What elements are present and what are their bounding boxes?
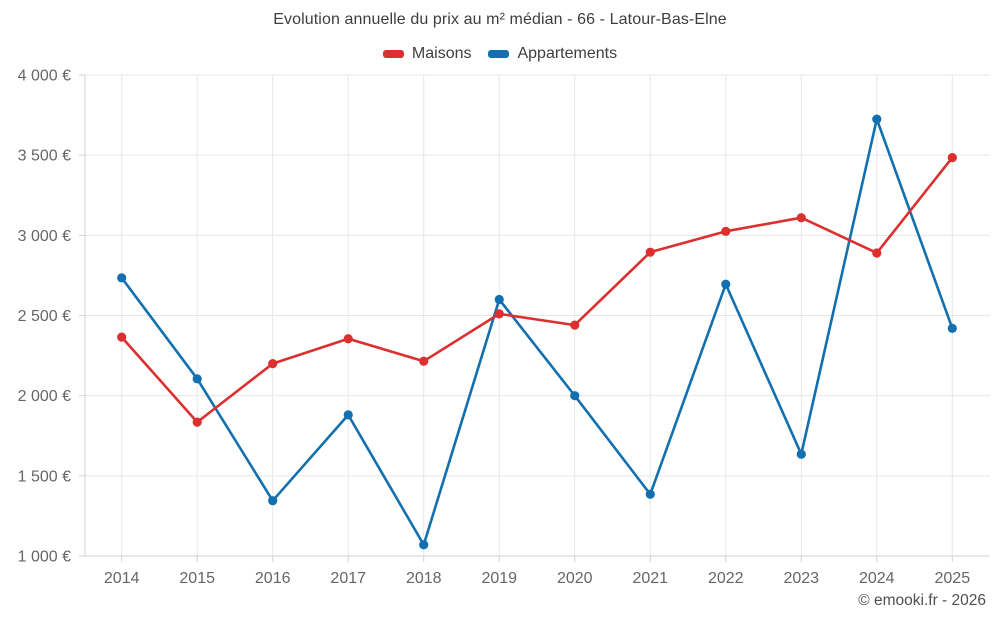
appartements-legend-swatch xyxy=(488,50,510,58)
y-axis-tick-label: 3 500 € xyxy=(18,148,71,165)
data-point-appartements-2020[interactable] xyxy=(570,391,580,401)
appartements-legend-label: Appartements xyxy=(517,45,618,62)
x-axis-tick-label: 2015 xyxy=(179,570,215,587)
y-axis-tick-label: 1 000 € xyxy=(18,549,71,566)
y-axis-tick-label: 3 000 € xyxy=(18,228,71,245)
data-point-maisons-2025[interactable] xyxy=(947,152,957,163)
chart-title: Evolution annuelle du prix au m² médian … xyxy=(273,11,727,28)
legend-item-appartements[interactable]: Appartements xyxy=(488,45,617,63)
x-axis-tick-label: 2016 xyxy=(255,570,291,587)
maisons-legend-label: Maisons xyxy=(411,45,472,62)
data-point-appartements-2014[interactable] xyxy=(117,273,127,283)
data-point-appartements-2024[interactable] xyxy=(872,114,882,124)
data-point-maisons-2016[interactable] xyxy=(268,359,278,369)
data-point-maisons-2022[interactable] xyxy=(721,226,731,236)
series-line-maisons xyxy=(120,156,954,424)
y-axis-tick-label: 2 000 € xyxy=(18,388,71,405)
x-axis-tick-label: 2024 xyxy=(859,570,895,587)
maisons-legend-swatch xyxy=(382,50,404,58)
x-axis-tick-label: 2019 xyxy=(481,570,517,587)
x-axis-tick-label: 2022 xyxy=(708,570,744,587)
data-point-appartements-2021[interactable] xyxy=(645,489,655,499)
data-point-appartements-2022[interactable] xyxy=(721,279,731,289)
data-point-maisons-2018[interactable] xyxy=(419,356,429,366)
data-point-appartements-2019[interactable] xyxy=(494,294,504,305)
legend: Maisons Appartements xyxy=(0,45,1000,63)
y-axis-tick-label: 1 500 € xyxy=(18,468,71,485)
data-point-maisons-2014[interactable] xyxy=(117,332,127,342)
data-point-maisons-2024[interactable] xyxy=(872,248,882,258)
series-line-appartements xyxy=(120,117,954,547)
x-axis-tick-label: 2014 xyxy=(104,570,140,587)
data-point-appartements-2025[interactable] xyxy=(947,323,957,333)
y-axis-tick-label: 2 500 € xyxy=(18,308,71,325)
data-point-appartements-2016[interactable] xyxy=(268,496,278,506)
x-axis-tick-label: 2025 xyxy=(935,570,971,587)
data-point-appartements-2018[interactable] xyxy=(419,540,429,550)
y-axis-tick-label: 4 000 € xyxy=(18,68,71,85)
copyright-footer: © emooki.fr - 2026 xyxy=(858,592,986,609)
x-axis-tick-label: 2020 xyxy=(557,570,593,587)
x-axis-tick-label: 2023 xyxy=(783,570,819,587)
legend-item-maisons[interactable]: Maisons xyxy=(382,45,472,63)
data-point-appartements-2015[interactable] xyxy=(192,374,202,384)
data-point-maisons-2017[interactable] xyxy=(343,334,353,344)
data-point-appartements-2017[interactable] xyxy=(343,410,353,420)
data-point-appartements-2023[interactable] xyxy=(796,449,806,459)
data-point-maisons-2021[interactable] xyxy=(645,247,655,257)
x-axis-tick-label: 2021 xyxy=(632,570,668,587)
x-axis-tick-label: 2017 xyxy=(330,570,366,587)
data-point-maisons-2019[interactable] xyxy=(494,309,504,319)
data-point-maisons-2023[interactable] xyxy=(796,213,806,223)
data-point-maisons-2020[interactable] xyxy=(570,320,580,330)
data-point-maisons-2015[interactable] xyxy=(192,417,202,427)
x-axis-tick-label: 2018 xyxy=(406,570,442,587)
